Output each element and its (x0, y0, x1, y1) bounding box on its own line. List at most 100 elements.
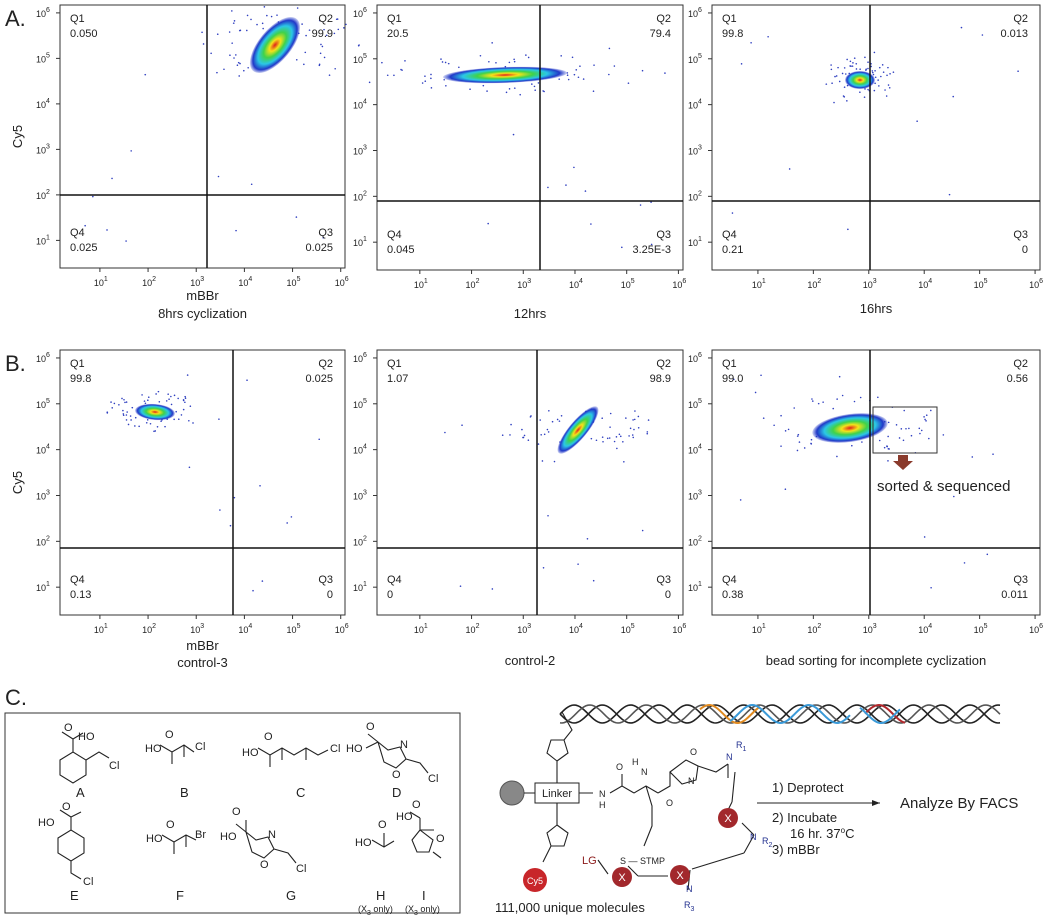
event-dot (811, 400, 814, 402)
event-dot (106, 412, 109, 414)
result: Analyze By FACS (900, 795, 1018, 812)
event-dot (84, 224, 86, 227)
event-dot (887, 84, 890, 86)
y-tick-label: 101 (36, 581, 50, 593)
event-dot (577, 563, 579, 565)
event-dot (609, 412, 612, 415)
event-dot (325, 34, 328, 37)
event-dot (864, 56, 866, 59)
event-dot (558, 420, 561, 422)
bead (499, 780, 525, 806)
residue-circle (612, 867, 632, 887)
panel-label: B. (5, 351, 26, 376)
event-dot (883, 446, 886, 449)
tick-exponent: 1 (698, 236, 702, 243)
tick-base: 10 (688, 238, 698, 248)
y-tick-label: 102 (688, 190, 702, 202)
event-dot (780, 445, 782, 447)
x-tick-label: 103 (517, 278, 531, 290)
event-dot (541, 460, 544, 462)
tick-exponent: 4 (698, 444, 702, 451)
event-dot (167, 393, 169, 395)
event-dot (582, 78, 585, 80)
tick-base: 10 (36, 583, 46, 593)
y-tick-label: 101 (353, 236, 367, 248)
x-tick-label: 103 (190, 623, 204, 635)
y-tick-label: 101 (688, 581, 702, 593)
event-dot (577, 76, 580, 79)
event-dot (566, 74, 569, 77)
tick-exponent: 1 (698, 581, 702, 588)
event-dot (892, 71, 895, 73)
event-dot (305, 34, 307, 37)
event-dot (188, 419, 190, 422)
y-tick-label: 102 (353, 190, 367, 202)
tick-base: 10 (335, 278, 345, 288)
y-tick-label: 101 (688, 236, 702, 248)
scheme: Linker Cy5 N H O H N O O N S — STMP N R1… (495, 703, 1018, 915)
tick-base: 10 (688, 146, 698, 156)
dna-helix (559, 703, 1001, 724)
event-dot (177, 418, 180, 421)
event-dot (639, 204, 642, 206)
tick-exponent: 5 (297, 276, 301, 283)
quadrant-value: 0.025 (305, 242, 333, 254)
tick-exponent: 1 (46, 234, 50, 241)
tick-exponent: 2 (476, 623, 480, 630)
x-tick-label: 101 (752, 623, 766, 635)
event-dot (843, 96, 846, 98)
event-dot (871, 71, 874, 74)
y-tick-label: 106 (36, 7, 50, 19)
event-dot (601, 417, 604, 420)
event-dot (930, 586, 932, 589)
dye-label: Cy5 (527, 876, 543, 886)
event-dot (445, 84, 447, 87)
dye-circle (523, 868, 547, 892)
event-dot (125, 419, 128, 421)
event-dot (521, 428, 523, 431)
tick-exponent: 5 (363, 398, 367, 405)
tick-exponent: 4 (363, 444, 367, 451)
event-dot (430, 73, 432, 76)
event-dot (237, 61, 240, 64)
tick-base: 10 (974, 280, 984, 290)
tick-base: 10 (672, 625, 682, 635)
quadrant-name: Q3 (1013, 574, 1028, 586)
event-dot (641, 529, 644, 532)
quadrant-value: 0.38 (722, 589, 743, 601)
event-dot (508, 88, 511, 90)
event-dot (560, 414, 563, 417)
event-dot (887, 448, 890, 450)
event-dot (143, 400, 146, 402)
plot-frame (376, 4, 684, 271)
event-dot (844, 73, 847, 75)
tick-exponent: 4 (363, 99, 367, 106)
event-dot (123, 398, 125, 401)
event-dot (573, 73, 576, 76)
quadrant-name: Q3 (1013, 229, 1028, 241)
quadrant-value: 79.4 (650, 28, 671, 40)
tick-base: 10 (36, 491, 46, 501)
molecule-label: H (376, 888, 385, 903)
event-dot (637, 427, 640, 429)
tick-base: 10 (688, 491, 698, 501)
event-dot (873, 51, 876, 54)
event-dot (157, 390, 160, 393)
quadrant-value: 0.21 (722, 244, 743, 256)
molecule-note: (X3 only) (358, 904, 393, 917)
event-dot (182, 399, 185, 402)
tick-exponent: 1 (424, 623, 428, 630)
event-dot (223, 68, 225, 71)
tick-base: 10 (688, 192, 698, 202)
event-dot (851, 444, 853, 447)
event-dot (621, 246, 623, 249)
event-dot (859, 68, 861, 70)
y-tick-label: 102 (36, 189, 50, 201)
atom: HO (346, 743, 363, 755)
quadrant-name: Q1 (387, 358, 402, 370)
tick-exponent: 2 (698, 190, 702, 197)
tick-exponent: 2 (363, 190, 367, 197)
event-dot (836, 455, 838, 458)
atom: O (64, 722, 73, 734)
molecules: O HO Cl A O HO Cl B O HO Cl C O HO N O C… (38, 721, 445, 917)
